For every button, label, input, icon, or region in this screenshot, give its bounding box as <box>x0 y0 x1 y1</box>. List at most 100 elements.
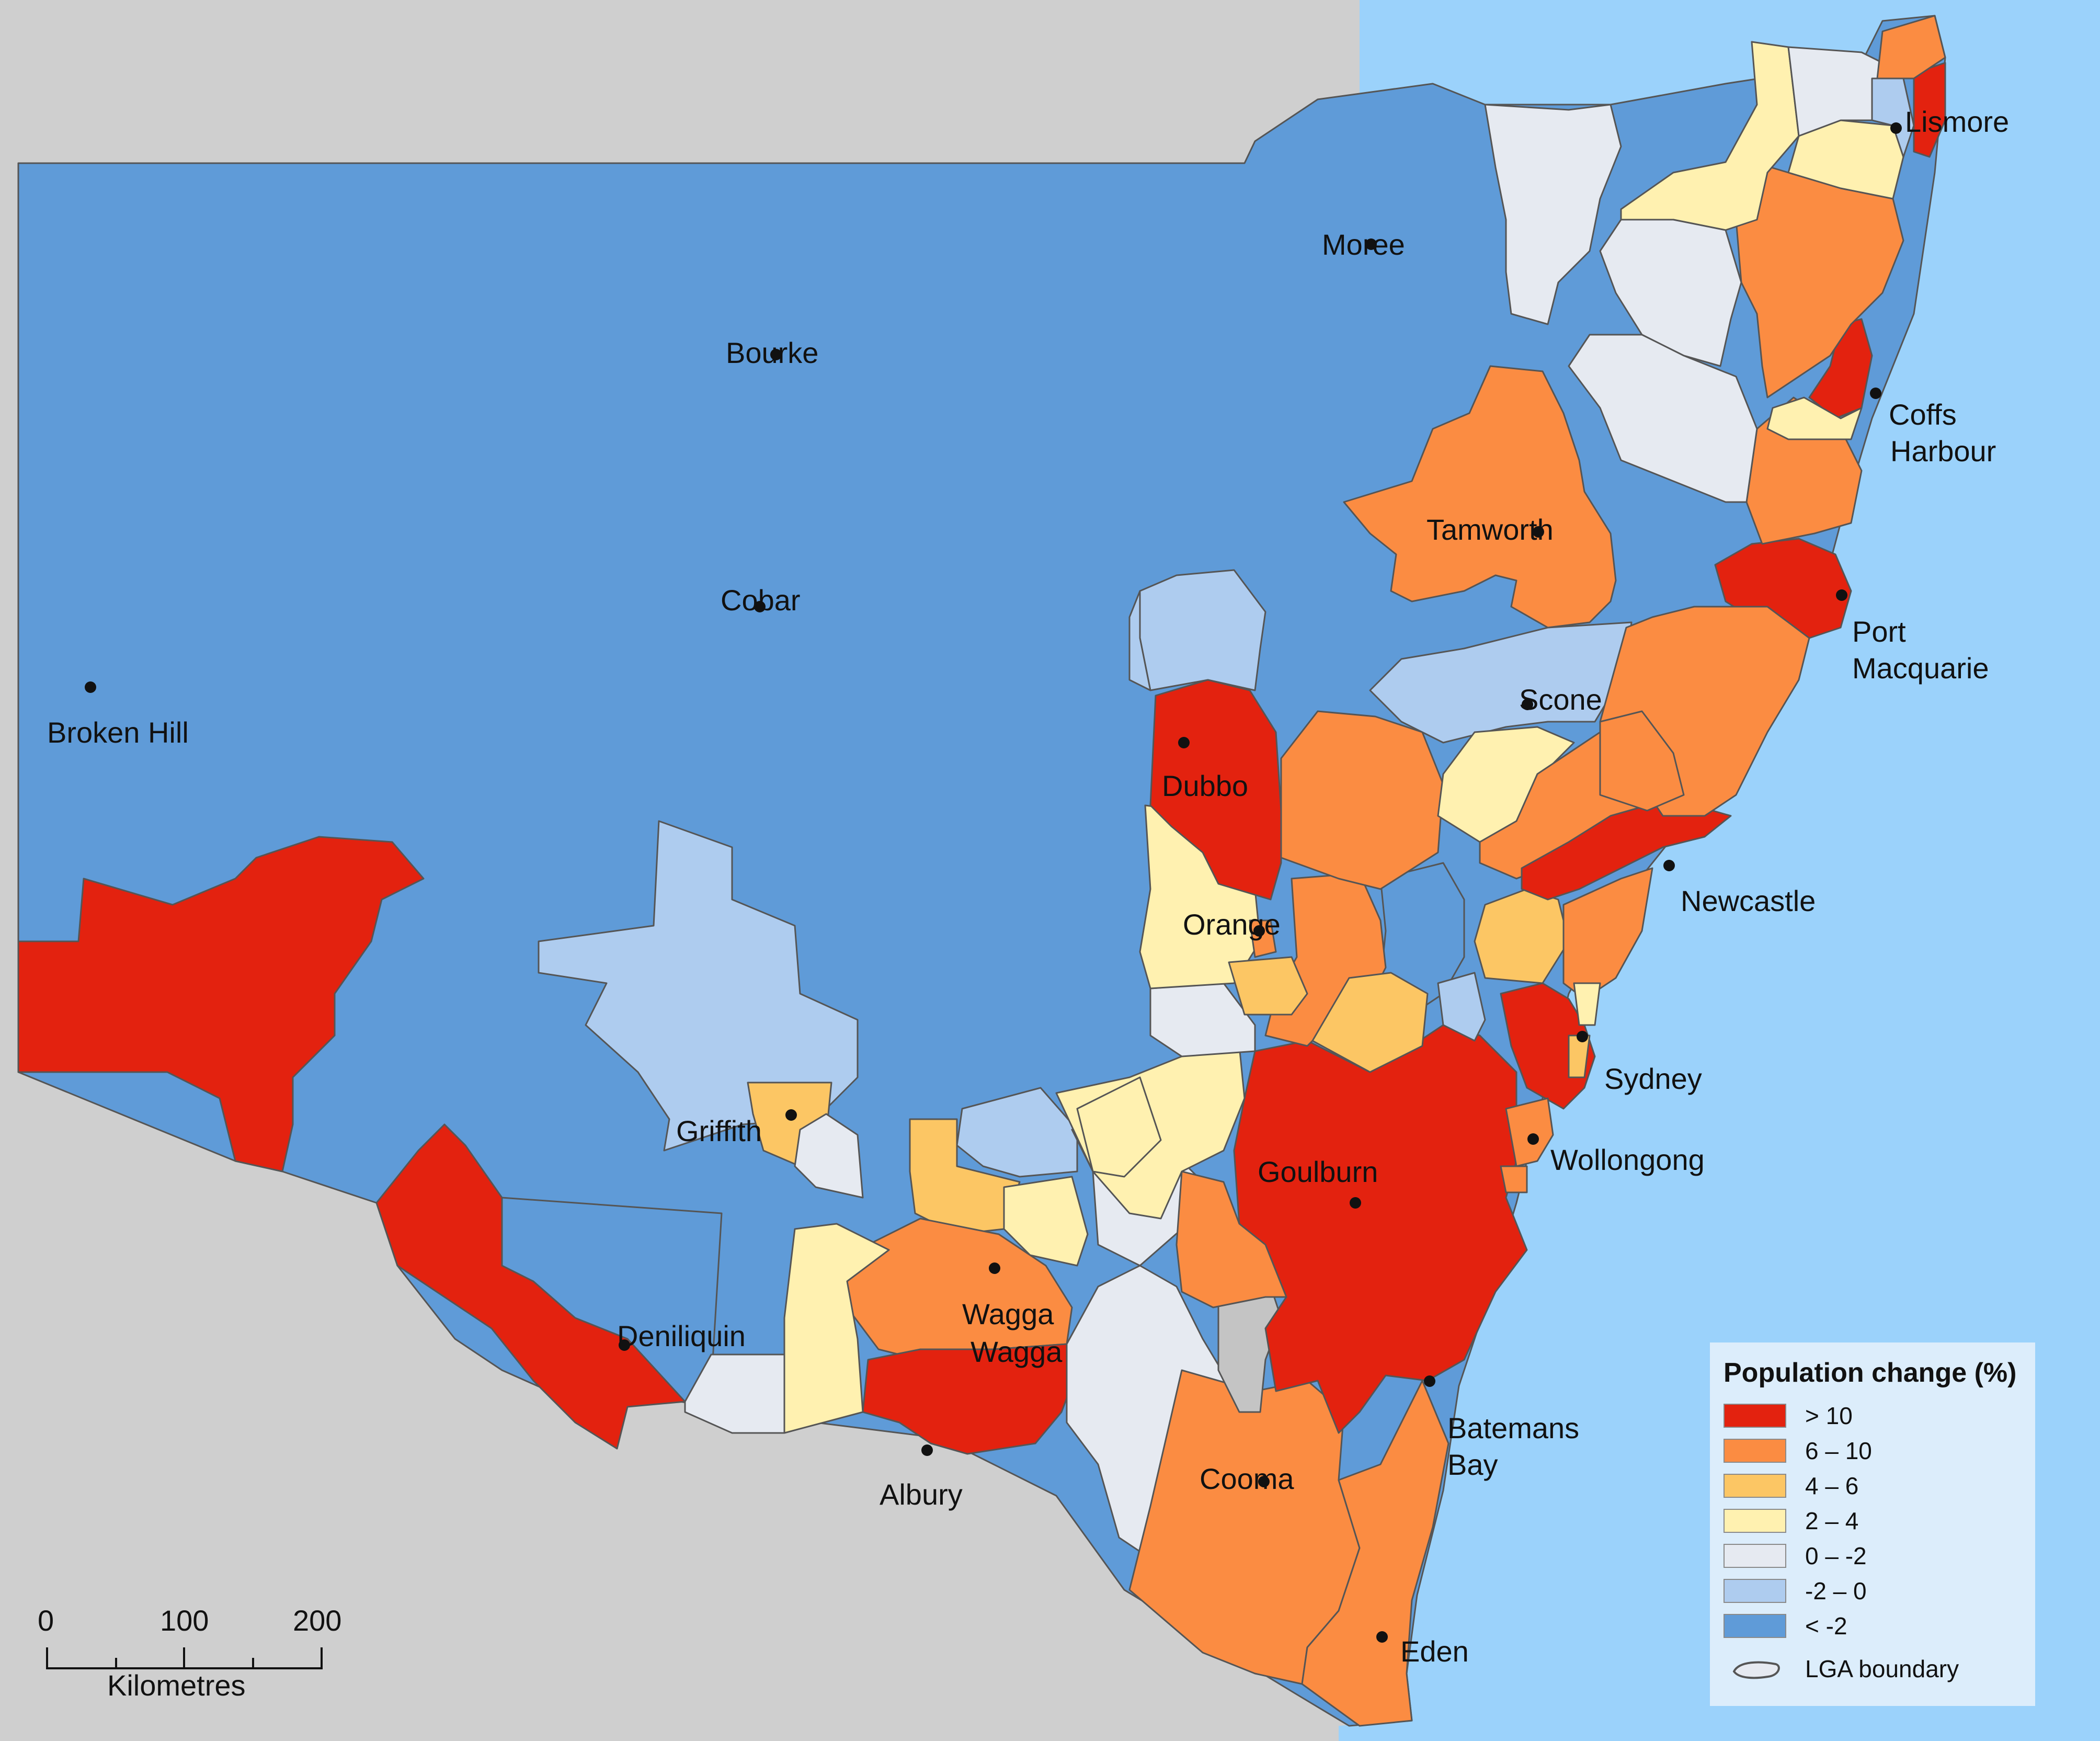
city-label: Bourke <box>726 336 818 369</box>
legend-items: > 10 6 – 10 4 – 6 2 – 4 0 – -2 -2 – 0 < -2 <box>1724 1398 2022 1643</box>
city-marker <box>1376 1631 1388 1643</box>
legend-label: 6 – 10 <box>1805 1437 1872 1464</box>
city-marker <box>989 1262 1000 1274</box>
legend-swatch <box>1724 1543 1786 1568</box>
city-label: Griffith <box>676 1114 762 1147</box>
city-marker <box>1365 238 1377 250</box>
region-wollongong <box>1505 1097 1554 1167</box>
region-upper-lachlan <box>1175 1170 1287 1308</box>
city-marker <box>770 349 782 360</box>
legend-item: 4 – 6 <box>1724 1468 2022 1503</box>
legend-item: 0 – -2 <box>1724 1538 2022 1573</box>
legend-swatch <box>1724 1438 1786 1463</box>
region-blue-mountains <box>1437 972 1486 1042</box>
city-marker <box>1527 1133 1539 1145</box>
city-marker <box>1258 1476 1270 1487</box>
region-wentworth <box>17 836 425 1173</box>
legend-label: 0 – -2 <box>1805 1542 1867 1569</box>
city-label: Scone <box>1519 683 1602 716</box>
region-byron <box>1913 62 1946 158</box>
legend-boundary-item: LGA boundary <box>1724 1651 2022 1687</box>
scale-tick-200: 200 <box>293 1604 342 1637</box>
region-tweed <box>1876 15 1946 79</box>
city-label: Coffs <box>1889 398 1957 431</box>
city-label: Wagga <box>971 1335 1063 1368</box>
boundary-outline-icon <box>1732 1661 1780 1679</box>
city-marker <box>1253 925 1265 937</box>
city-marker <box>1522 699 1533 710</box>
scale-unit: Kilometres <box>107 1669 246 1702</box>
legend-item: > 10 <box>1724 1398 2022 1433</box>
region-forbes <box>1128 590 1151 691</box>
sea-coast-fill <box>1339 0 2100 1741</box>
city-label: Cobar <box>721 584 801 617</box>
city-marker <box>1870 388 1881 399</box>
region-walcha <box>1568 334 1758 503</box>
legend-swatch <box>1724 1508 1786 1533</box>
city-marker <box>921 1444 933 1456</box>
city-marker <box>785 1109 797 1121</box>
legend-item: 2 – 4 <box>1724 1503 2022 1538</box>
region-berrigan <box>684 1353 785 1434</box>
region-carrathool <box>538 820 859 1152</box>
city-label: Newcastle <box>1681 884 1816 917</box>
city-marker <box>1350 1197 1361 1209</box>
legend-label: -2 – 0 <box>1805 1577 1867 1605</box>
city-label: Macquarie <box>1852 652 1989 685</box>
region-leeton <box>794 1113 864 1199</box>
city-marker <box>619 1339 630 1351</box>
city-label: Dubbo <box>1162 769 1248 802</box>
scale-bar-line <box>46 1647 323 1669</box>
city-label: Harbour <box>1890 435 1996 468</box>
city-marker <box>1890 122 1902 134</box>
region-blayney <box>1228 956 1308 1016</box>
city-label: Goulburn <box>1258 1155 1378 1188</box>
city-label: Sydney <box>1604 1062 1702 1095</box>
city-marker <box>1533 526 1544 538</box>
city-label: Wagga <box>962 1298 1054 1330</box>
legend-swatch <box>1724 1613 1786 1638</box>
legend-label: < -2 <box>1805 1612 1847 1640</box>
city-marker <box>85 681 96 693</box>
region-richmond <box>1787 119 1904 200</box>
city-label: Bay <box>1447 1448 1498 1481</box>
scale-tick-100: 100 <box>160 1604 209 1637</box>
region-dubbo <box>1149 679 1282 901</box>
region-bega <box>1301 1380 1450 1727</box>
region-oberon <box>1311 972 1429 1073</box>
legend-swatch <box>1724 1403 1786 1428</box>
city-label: Moree <box>1322 228 1405 261</box>
city-marker <box>1178 737 1190 748</box>
scale-tick-0: 0 <box>38 1604 54 1637</box>
city-marker <box>1424 1375 1435 1387</box>
region-dungog <box>1599 710 1685 812</box>
legend-label: 2 – 4 <box>1805 1507 1859 1534</box>
legend-title: Population change (%) <box>1724 1358 2017 1388</box>
region-yass <box>1076 1076 1162 1178</box>
region-maitland <box>1521 804 1732 901</box>
region-armidale <box>1599 219 1742 367</box>
region-mid-western <box>1280 710 1444 890</box>
city-label: Port <box>1852 615 1906 648</box>
region-glen-innes <box>1484 104 1622 325</box>
legend-label: 4 – 6 <box>1805 1472 1859 1499</box>
region-narrandera <box>956 1087 1078 1178</box>
region-junee <box>1003 1176 1089 1267</box>
city-label: Wollongong <box>1550 1143 1705 1176</box>
city-marker <box>1663 860 1675 871</box>
city-marker <box>754 601 766 612</box>
legend-item: 6 – 10 <box>1724 1433 2022 1468</box>
city-label: Deniliquin <box>617 1319 746 1352</box>
region-kiama <box>1500 1165 1528 1193</box>
legend-item: -2 – 0 <box>1724 1573 2022 1608</box>
region-coffs-harbour <box>1808 318 1873 419</box>
region-bellingen <box>1766 396 1863 440</box>
city-label: Albury <box>880 1478 963 1511</box>
city-marker <box>1836 589 1847 601</box>
region-albury <box>862 1343 1078 1455</box>
city-label: Batemans <box>1447 1412 1579 1444</box>
region-sydney-north <box>1573 982 1601 1026</box>
